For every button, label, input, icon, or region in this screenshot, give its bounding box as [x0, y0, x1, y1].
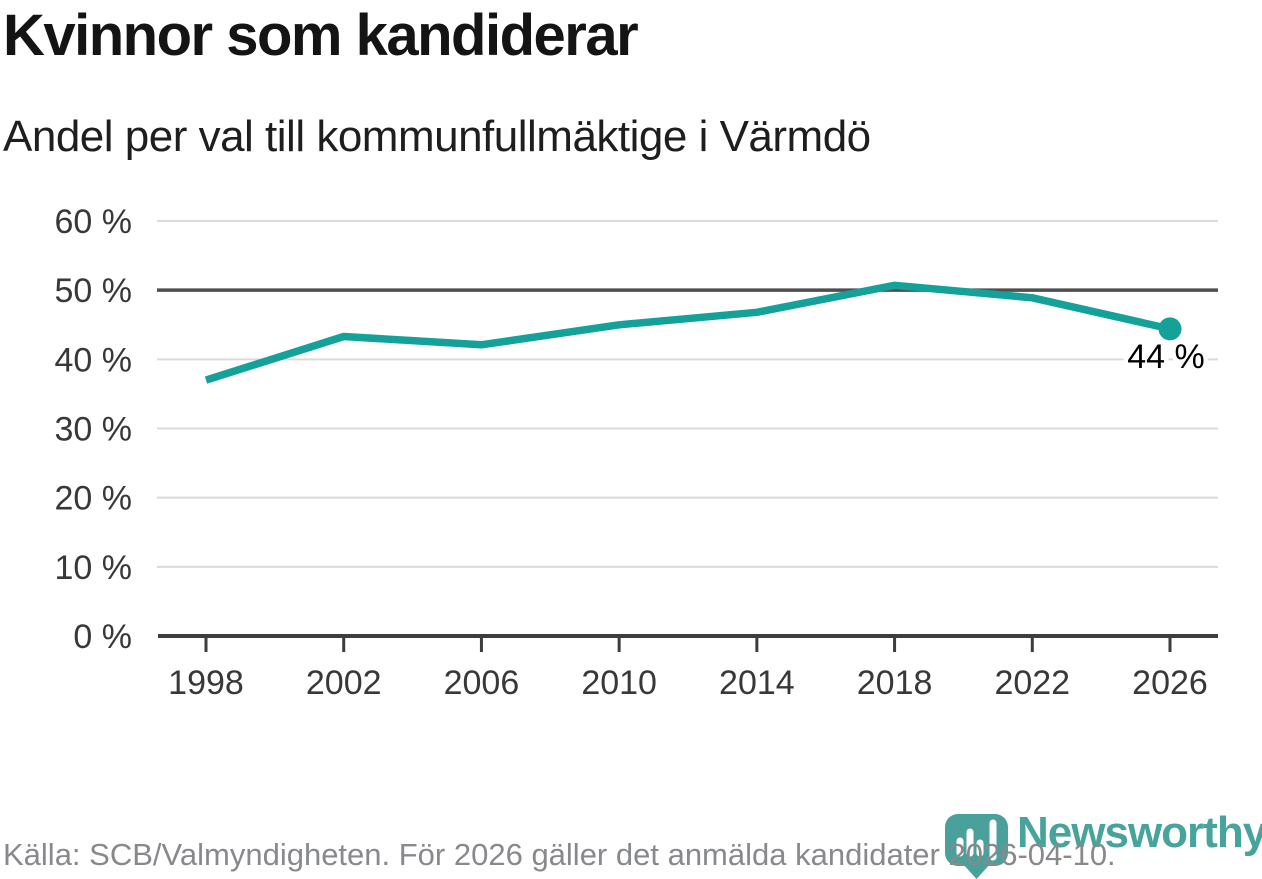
x-axis-tick-label: 2026	[1132, 664, 1208, 702]
y-axis-tick-label: 50 %	[55, 272, 133, 310]
chart-subtitle: Andel per val till kommunfullmäktige i V…	[3, 112, 871, 161]
y-axis-tick-label: 0 %	[73, 618, 132, 656]
x-axis-tick-label: 2010	[581, 664, 657, 702]
x-axis-tick-label: 2014	[719, 664, 795, 702]
data-line	[204, 281, 1171, 384]
x-axis-tick-label: 2002	[306, 664, 382, 702]
y-axis-tick-label: 20 %	[55, 480, 133, 518]
x-axis-tick-label: 2018	[857, 664, 933, 702]
x-axis-tick-label: 2022	[994, 664, 1070, 702]
y-axis-tick-label: 10 %	[55, 549, 133, 587]
y-axis-tick-label: 40 %	[55, 341, 133, 379]
logo-bubble-tail	[962, 863, 991, 879]
brand-logo: Newsworthy	[944, 811, 1262, 879]
x-axis-tick-label: 2006	[444, 664, 520, 702]
x-axis-tick-label: 1998	[168, 664, 244, 702]
y-axis-tick-label: 60 %	[55, 203, 133, 241]
logo-bars-icon	[956, 819, 997, 861]
chart-title: Kvinnor som kandiderar	[3, 3, 639, 68]
newsworthy-logo-icon	[945, 814, 1008, 879]
end-point-marker	[1158, 317, 1182, 341]
source-note: Källa: SCB/Valmyndigheten. För 2026 gäll…	[3, 837, 1116, 872]
brand-wordmark: Newsworthy	[1017, 808, 1262, 857]
y-axis-tick-label: 30 %	[55, 411, 133, 449]
end-point-label: 44 %	[1127, 338, 1205, 376]
